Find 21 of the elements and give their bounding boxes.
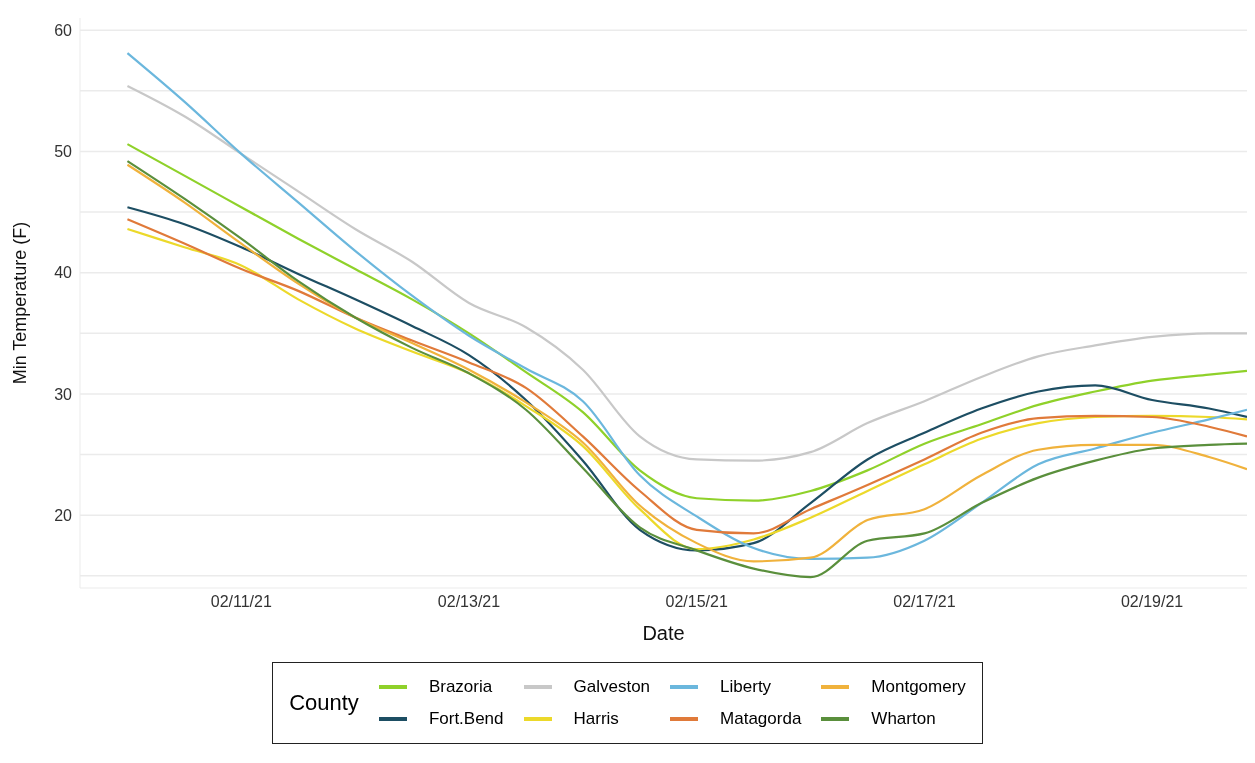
- legend-label: Fort.Bend: [428, 709, 504, 729]
- x-tick-label: 02/19/21: [1120, 593, 1184, 611]
- legend-title: County: [289, 690, 359, 716]
- legend-label: Brazoria: [428, 677, 493, 697]
- y-tick-label: 20: [54, 506, 73, 524]
- legend-label: Harris: [573, 709, 619, 729]
- y-tick-label: 30: [54, 385, 73, 403]
- x-tick-label: 02/11/21: [210, 593, 272, 611]
- x-axis-title: Date: [642, 622, 685, 644]
- y-tick-label: 60: [54, 21, 73, 39]
- legend-label: Galveston: [573, 677, 651, 697]
- y-tick-label: 40: [54, 264, 73, 282]
- x-tick-label: 02/17/21: [893, 593, 956, 611]
- x-tick-label: 02/15/21: [665, 593, 728, 611]
- y-tick-label: 50: [54, 143, 73, 161]
- legend-label: Matagorda: [720, 709, 802, 729]
- y-axis-title: Min Temperature (F): [10, 221, 31, 385]
- x-tick-label: 02/13/21: [437, 593, 501, 611]
- legend-label: Wharton: [871, 709, 936, 729]
- legend-label: Liberty: [720, 677, 772, 697]
- legend-label: Montgomery: [871, 677, 966, 697]
